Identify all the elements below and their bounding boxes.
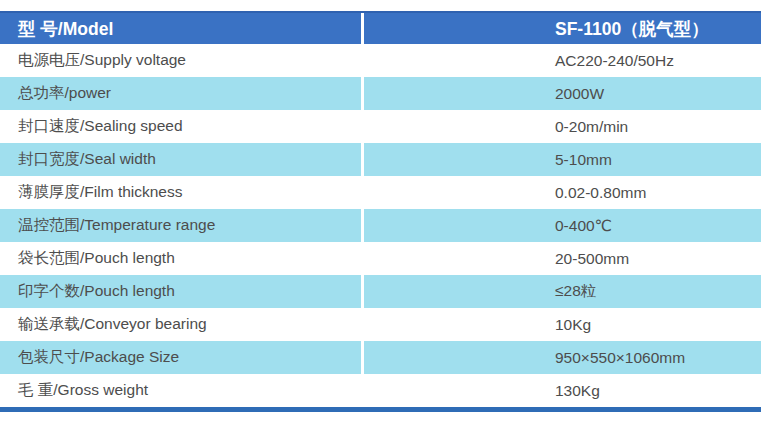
spec-value: 950×550×1060mm (364, 341, 761, 374)
header-model-value: SF-1100（脱气型） (364, 13, 761, 44)
table-row-print-count: 印字个数/Pouch length ≤28粒 (0, 275, 761, 308)
table-row-gross-weight: 毛 重/Gross weight 130Kg (0, 374, 761, 407)
spec-label: 总功率/power (0, 77, 361, 110)
spec-value: AC220-240/50Hz (364, 44, 761, 77)
spec-label: 封口宽度/Seal width (0, 143, 361, 176)
table-bottom-border (0, 407, 761, 412)
spec-label: 输送承载/Conveyor bearing (0, 308, 361, 341)
spec-label: 温控范围/Temperature range (0, 209, 361, 242)
table-row-pouch-length: 袋长范围/Pouch length 20-500mm (0, 242, 761, 275)
spec-label: 封口速度/Sealing speed (0, 110, 361, 143)
table-row-sealing-speed: 封口速度/Sealing speed 0-20m/min (0, 110, 761, 143)
spec-value: 20-500mm (364, 242, 761, 275)
spec-value: ≤28粒 (364, 275, 761, 308)
spec-label: 薄膜厚度/Film thickness (0, 176, 361, 209)
spec-value: 2000W (364, 77, 761, 110)
spec-value: 5-10mm (364, 143, 761, 176)
spec-table: 型 号/Model SF-1100（脱气型） 电源电压/Supply volta… (0, 11, 761, 412)
table-row-conveyor-bearing: 输送承载/Conveyor bearing 10Kg (0, 308, 761, 341)
table-row-temperature-range: 温控范围/Temperature range 0-400℃ (0, 209, 761, 242)
spec-value: 0-400℃ (364, 209, 761, 242)
table-row-film-thickness: 薄膜厚度/Film thickness 0.02-0.80mm (0, 176, 761, 209)
table-row-supply-voltage: 电源电压/Supply voltage AC220-240/50Hz (0, 44, 761, 77)
spec-label: 电源电压/Supply voltage (0, 44, 361, 77)
table-header-row: 型 号/Model SF-1100（脱气型） (0, 11, 761, 44)
page: { "colors": { "header_bg": "#3a72c4", "h… (0, 0, 761, 436)
spec-value: 130Kg (364, 374, 761, 407)
spec-label: 袋长范围/Pouch length (0, 242, 361, 275)
table-row-seal-width: 封口宽度/Seal width 5-10mm (0, 143, 761, 176)
spec-label: 印字个数/Pouch length (0, 275, 361, 308)
spec-label: 毛 重/Gross weight (0, 374, 361, 407)
header-model-label: 型 号/Model (0, 13, 361, 44)
spec-value: 0.02-0.80mm (364, 176, 761, 209)
table-row-power: 总功率/power 2000W (0, 77, 761, 110)
spec-value: 10Kg (364, 308, 761, 341)
spec-value: 0-20m/min (364, 110, 761, 143)
table-row-package-size: 包装尺寸/Package Size 950×550×1060mm (0, 341, 761, 374)
spec-label: 包装尺寸/Package Size (0, 341, 361, 374)
